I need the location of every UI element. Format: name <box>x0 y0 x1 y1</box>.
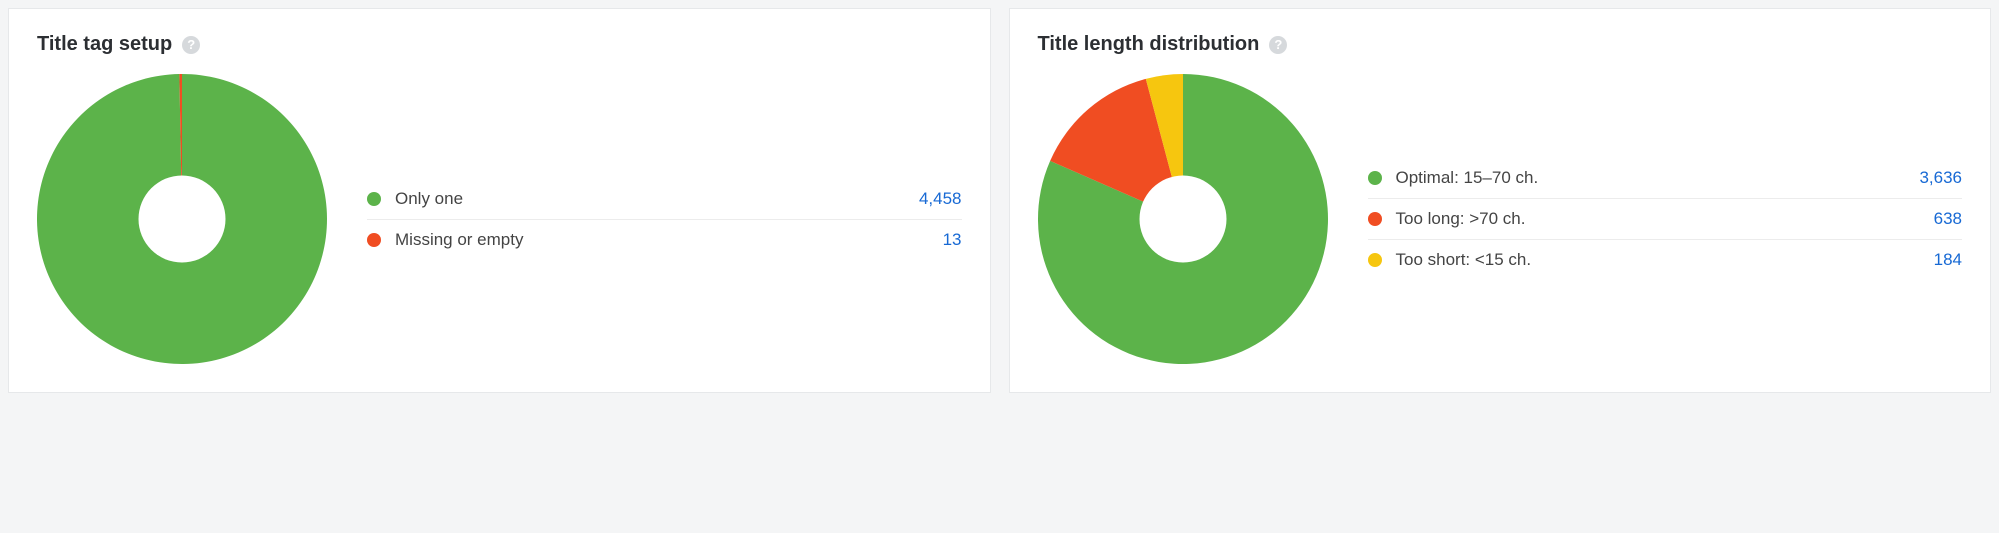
legend-label: Optimal: 15–70 ch. <box>1396 168 1920 188</box>
legend-swatch <box>1368 212 1382 226</box>
donut-wrap <box>37 74 327 364</box>
legend-value: 4,458 <box>919 189 962 209</box>
legend-value: 13 <box>943 230 962 250</box>
donut-chart <box>37 74 327 364</box>
card-title: Title tag setup <box>37 33 172 56</box>
legend-row[interactable]: Missing or empty13 <box>367 220 962 260</box>
legend-row[interactable]: Too long: >70 ch.638 <box>1368 199 1963 240</box>
legend-row[interactable]: Optimal: 15–70 ch.3,636 <box>1368 158 1963 199</box>
legend: Only one4,458Missing or empty13 <box>367 179 962 260</box>
card-title_length_distribution: Title length distribution? Optimal: 15–70… <box>1009 8 1992 393</box>
help-icon[interactable]: ? <box>1269 36 1287 54</box>
legend-row[interactable]: Only one4,458 <box>367 179 962 220</box>
legend-value: 3,636 <box>1919 168 1962 188</box>
legend-value: 184 <box>1934 250 1962 270</box>
card-title_tag_setup: Title tag setup?Only one4,458Missing or … <box>8 8 991 393</box>
legend-label: Too long: >70 ch. <box>1396 209 1934 229</box>
card-header: Title tag setup? <box>37 33 962 56</box>
legend-row[interactable]: Too short: <15 ch.184 <box>1368 240 1963 280</box>
legend-value: 638 <box>1934 209 1962 229</box>
card-title: Title length distribution <box>1038 33 1260 56</box>
card-body: Only one4,458Missing or empty13 <box>37 74 962 364</box>
donut-hole <box>139 176 226 263</box>
donut-hole <box>1139 176 1226 263</box>
help-icon[interactable]: ? <box>182 36 200 54</box>
legend-label: Missing or empty <box>395 230 943 250</box>
legend: Optimal: 15–70 ch.3,636Too long: >70 ch.… <box>1368 158 1963 280</box>
legend-swatch <box>1368 253 1382 267</box>
legend-swatch <box>367 192 381 206</box>
card-body: Optimal: 15–70 ch.3,636Too long: >70 ch.… <box>1038 74 1963 364</box>
dashboard: Title tag setup?Only one4,458Missing or … <box>8 8 1991 393</box>
donut-chart <box>1038 74 1328 364</box>
legend-label: Only one <box>395 189 919 209</box>
legend-swatch <box>1368 171 1382 185</box>
donut-wrap <box>1038 74 1328 364</box>
legend-label: Too short: <15 ch. <box>1396 250 1934 270</box>
card-header: Title length distribution? <box>1038 33 1963 56</box>
legend-swatch <box>367 233 381 247</box>
